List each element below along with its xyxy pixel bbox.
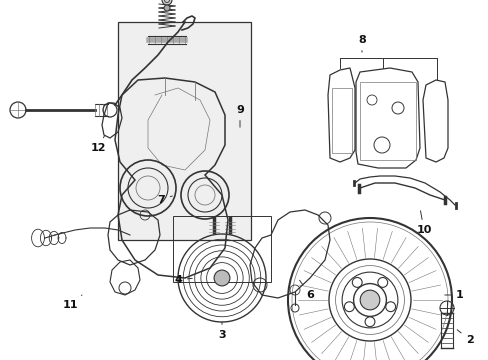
- Circle shape: [163, 5, 170, 11]
- Text: 10: 10: [415, 211, 431, 235]
- Text: 2: 2: [456, 330, 473, 345]
- Bar: [118, 22, 250, 240]
- Text: 6: 6: [299, 280, 313, 300]
- Text: 12: 12: [90, 135, 105, 153]
- Text: 8: 8: [357, 35, 365, 52]
- Text: 11: 11: [62, 295, 82, 310]
- Text: 7: 7: [157, 195, 172, 205]
- Text: 5: 5: [0, 359, 1, 360]
- Circle shape: [360, 290, 379, 310]
- Text: 9: 9: [236, 105, 244, 127]
- Text: 3: 3: [218, 322, 225, 340]
- Circle shape: [162, 0, 172, 5]
- Bar: [173, 216, 270, 282]
- Circle shape: [214, 270, 229, 286]
- Text: 1: 1: [444, 290, 463, 300]
- Text: 4: 4: [174, 275, 192, 285]
